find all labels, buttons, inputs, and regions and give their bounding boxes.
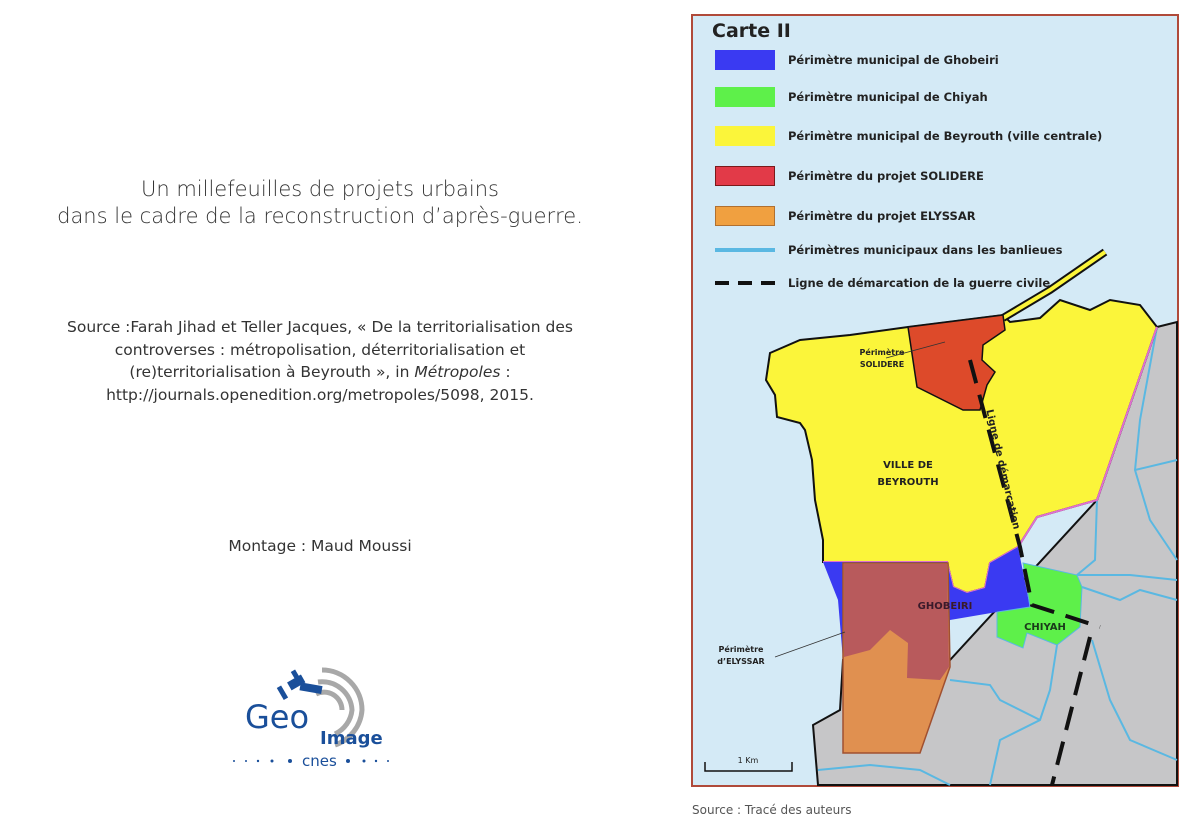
- elyssar-leader-line: [774, 631, 846, 658]
- legend-item-ghobeiri: Périmètre municipal de Ghobeiri: [715, 48, 999, 72]
- legend-swatch: [715, 87, 775, 107]
- label-ghobeiri: GHOBEIRI: [918, 601, 973, 612]
- logo-text-cnes: cnes: [302, 752, 337, 770]
- legend-label: Périmètres municipaux dans les banlieues: [788, 243, 1063, 257]
- map-title: Carte II: [712, 20, 791, 42]
- solidere-perimeter: [907, 314, 1006, 411]
- title-line: Un millefeuilles de projets urbains: [140, 177, 499, 201]
- legend-swatch: [715, 248, 775, 252]
- legend-swatch: [715, 166, 775, 186]
- solidere-leader-line: [885, 341, 946, 359]
- map-source: Source : Tracé des auteurs: [692, 803, 852, 817]
- legend-item-solidere: Périmètre du projet SOLIDERE: [715, 164, 984, 188]
- citation-line: controverses : métropolisation, déterrit…: [114, 340, 526, 359]
- citation-url: http://journals.openedition.org/metropol…: [106, 385, 534, 404]
- citation-line: Source :Farah Jihad et Teller Jacques, «…: [67, 318, 573, 336]
- journal-name: Métropoles: [414, 363, 501, 381]
- legend-label: Ligne de démarcation de la guerre civile: [788, 276, 1051, 290]
- citation-text: :: [500, 363, 511, 381]
- legend-swatch: [715, 206, 775, 226]
- legend-item-suburbs: Périmètres municipaux dans les banlieues: [715, 238, 1062, 262]
- geoimage-cnes-logo: Geo Image cnes: [233, 667, 389, 770]
- label-elyssar: d’ELYSSAR: [717, 657, 764, 666]
- label-ville-de-beyrouth: BEYROUTH: [877, 477, 938, 488]
- label-chiyah: CHIYAH: [1024, 622, 1066, 633]
- demarcation-line: [968, 359, 1101, 629]
- label-solidere: SOLIDERE: [860, 360, 904, 369]
- demarcation-line-south: [1050, 636, 1092, 786]
- legend-swatch: [715, 126, 775, 146]
- citation-line: (re)territorialisation à Beyrouth », in …: [0, 361, 640, 384]
- legend-item-demarcation: Ligne de démarcation de la guerre civile: [715, 271, 1050, 295]
- logo-text-geo: Geo: [245, 698, 309, 736]
- legend-label: Périmètre municipal de Ghobeiri: [788, 53, 999, 67]
- slide-title: Un millefeuilles de projets urbains dans…: [0, 176, 640, 230]
- legend-label: Périmètre du projet ELYSSAR: [788, 209, 976, 223]
- montage-credit: Montage : Maud Moussi: [228, 537, 412, 555]
- suburb-boundaries: [817, 326, 1178, 786]
- legend-swatch: [715, 50, 775, 70]
- satellite-icon: [276, 669, 323, 701]
- legend-label: Périmètre municipal de Beyrouth (ville c…: [788, 129, 1103, 143]
- label-ville-de-beyrouth: VILLE DE: [883, 460, 933, 471]
- legend-label: Périmètre municipal de Chiyah: [788, 90, 988, 104]
- scale-label: 1 Km: [738, 756, 759, 765]
- legend-item-chiyah: Périmètre municipal de Chiyah: [715, 85, 988, 109]
- legend-label: Périmètre du projet SOLIDERE: [788, 169, 984, 183]
- legend-item-beyrouth: Périmètre municipal de Beyrouth (ville c…: [715, 124, 1102, 148]
- scale-bar: [704, 762, 793, 772]
- label-elyssar: Périmètre: [719, 644, 765, 654]
- citation-text: (re)territorialisation à Beyrouth », in: [129, 363, 415, 381]
- logo-dots: [233, 759, 389, 763]
- legend-item-elyssar: Périmètre du projet ELYSSAR: [715, 204, 976, 228]
- port-jetty: [1001, 250, 1107, 320]
- title-line: dans le cadre de la reconstruction d’apr…: [57, 204, 583, 228]
- logo-text-image: Image: [320, 728, 383, 749]
- legend-swatch: [715, 281, 775, 285]
- elyssar-overlap-ghobeiri: [844, 564, 949, 680]
- citation: Source :Farah Jihad et Teller Jacques, «…: [0, 316, 640, 406]
- label-solidere: Périmètre: [860, 347, 906, 357]
